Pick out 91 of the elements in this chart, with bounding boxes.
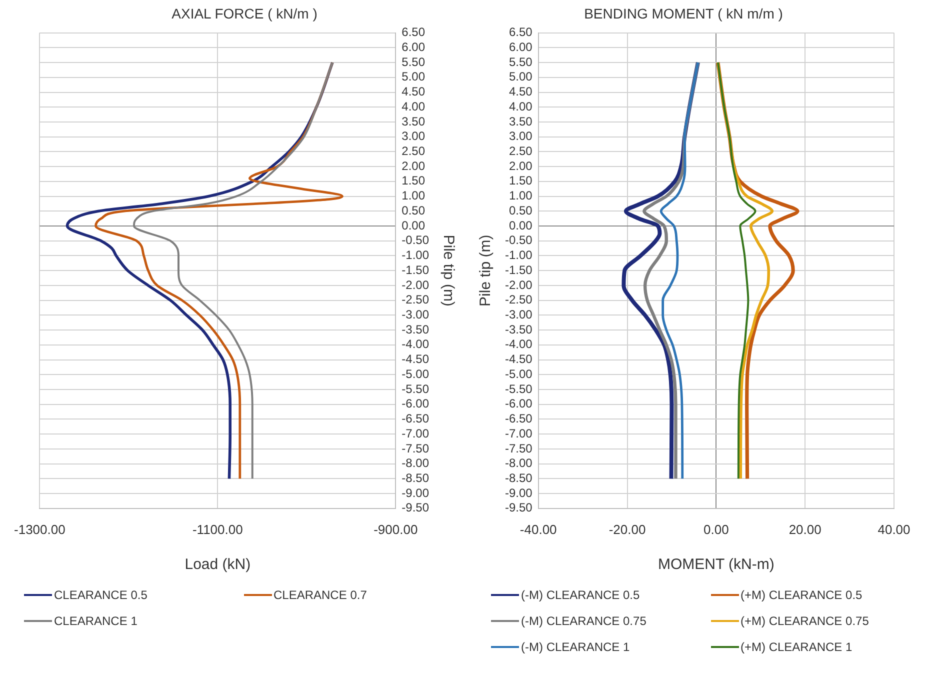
y-tick-label: -7.50 <box>402 441 430 456</box>
y-tick-label: 3.50 <box>508 114 533 128</box>
x-tick-label: -40.00 <box>520 522 557 537</box>
y-tick-label: 4.00 <box>508 99 533 114</box>
x-tick-label: -20.00 <box>608 522 646 537</box>
legend-label: (-M) CLEARANCE 1 <box>521 640 630 654</box>
y-tick-label: -5.00 <box>504 366 533 381</box>
x-tick-label: 0.00 <box>704 522 729 537</box>
y-tick-label: -3.00 <box>504 308 533 322</box>
y-tick-label: -7.50 <box>504 441 533 456</box>
y-tick-label: -8.50 <box>402 470 430 485</box>
y-tick-label: 2.50 <box>508 144 533 158</box>
y-tick-label: -1.50 <box>504 262 533 277</box>
y-tick-label: -1.00 <box>504 248 533 262</box>
y-tick-label: 1.50 <box>508 174 533 188</box>
y-tick-label: -4.00 <box>504 337 533 352</box>
y-tick-label: 0.50 <box>508 203 533 218</box>
y-tick-label: -0.50 <box>402 233 430 248</box>
x-tick-label: -1300.00 <box>14 522 66 537</box>
legend-label: CLEARANCE 0.7 <box>274 588 367 602</box>
y-tick-label: 0.00 <box>508 218 533 232</box>
y-tick-label: -6.50 <box>504 412 533 426</box>
y-tick-label: 4.00 <box>402 99 426 114</box>
y-tick-label: 6.00 <box>508 40 533 54</box>
y-tick-label: 6.00 <box>402 40 426 54</box>
y-tick-label: 5.00 <box>402 70 426 84</box>
y-tick-label: -8.00 <box>402 456 430 470</box>
y-tick-label: 6.50 <box>508 25 533 40</box>
y-tick-label: -5.00 <box>402 366 430 381</box>
y-tick-label: 2.00 <box>402 158 426 173</box>
y-tick-label: -9.00 <box>504 486 533 500</box>
x-tick-label: -900.00 <box>374 522 418 537</box>
y-tick-label: -1.50 <box>402 262 430 277</box>
y-tick-label: -9.00 <box>402 486 430 500</box>
line-series <box>716 62 756 480</box>
y-tick-label: -8.50 <box>504 470 533 485</box>
y-tick-label: -2.00 <box>402 278 430 292</box>
x-tick-label: 20.00 <box>788 522 822 537</box>
y-tick-label: -2.50 <box>504 292 533 307</box>
x-axis-title: MOMENT (kN-m) <box>658 556 774 574</box>
y-tick-label: -9.50 <box>402 500 430 515</box>
y-tick-label: -7.00 <box>402 426 430 440</box>
y-tick-label: -6.00 <box>504 396 533 411</box>
y-tick-label: -8.00 <box>504 456 533 470</box>
y-tick-label: 5.00 <box>508 70 533 84</box>
y-tick-label: -2.00 <box>504 278 533 292</box>
y-tick-label: -3.50 <box>402 322 430 336</box>
y-tick-label: 3.00 <box>402 129 426 144</box>
y-tick-label: -4.00 <box>402 337 430 352</box>
chart-title: BENDING MOMENT ( kN m/m ) <box>584 5 783 22</box>
legend-label: (-M) CLEARANCE 0.75 <box>521 614 646 628</box>
y-tick-label: -4.50 <box>402 352 430 366</box>
y-tick-label: 1.50 <box>402 174 426 188</box>
y-tick-label: 1.00 <box>508 188 533 203</box>
y-tick-label: -3.00 <box>402 308 430 322</box>
y-tick-label: -2.50 <box>402 292 430 307</box>
y-tick-label: 2.50 <box>402 144 426 158</box>
y-tick-label: -6.00 <box>402 396 430 411</box>
y-tick-label: -5.50 <box>402 382 430 396</box>
y-tick-label: 3.50 <box>402 114 426 128</box>
x-tick-label: 40.00 <box>878 522 910 537</box>
y-tick-label: 3.00 <box>508 129 533 144</box>
y-tick-label: 2.00 <box>508 158 533 173</box>
y-tick-label: -0.50 <box>504 233 533 248</box>
y-tick-label: 0.00 <box>402 218 426 232</box>
y-tick-label: 6.50 <box>402 25 426 40</box>
y-tick-label: 4.50 <box>402 84 426 99</box>
y-axis-title: Pile tip (m) <box>440 234 457 306</box>
y-tick-label: -5.50 <box>504 382 533 396</box>
y-tick-label: 1.00 <box>402 188 426 203</box>
y-tick-label: -3.50 <box>504 322 533 336</box>
y-tick-label: -6.50 <box>402 412 430 426</box>
legend-label: (-M) CLEARANCE 0.5 <box>521 588 640 602</box>
line-series <box>660 61 700 480</box>
chart-title: AXIAL FORCE ( kN/m ) <box>172 5 318 22</box>
legend-label: CLEARANCE 1 <box>54 614 138 628</box>
y-tick-label: 0.50 <box>402 203 426 218</box>
legend-label: (+M) CLEARANCE 1 <box>740 640 852 654</box>
y-tick-label: 5.50 <box>402 54 426 69</box>
y-tick-label: 5.50 <box>508 54 533 69</box>
y-tick-label: -4.50 <box>504 352 533 366</box>
y-tick-label: -1.00 <box>402 248 430 262</box>
x-tick-label: -1100.00 <box>192 522 243 537</box>
y-tick-label: 4.50 <box>508 84 533 99</box>
y-tick-label: -9.50 <box>504 500 533 515</box>
legend-label: CLEARANCE 0.5 <box>54 588 148 602</box>
legend-label: (+M) CLEARANCE 0.5 <box>740 588 862 602</box>
y-tick-label: -7.00 <box>504 426 533 440</box>
y-axis-title: Pile tip (m) <box>477 234 494 306</box>
x-axis-title: Load (kN) <box>184 556 251 574</box>
legend-label: (+M) CLEARANCE 0.75 <box>740 614 869 628</box>
